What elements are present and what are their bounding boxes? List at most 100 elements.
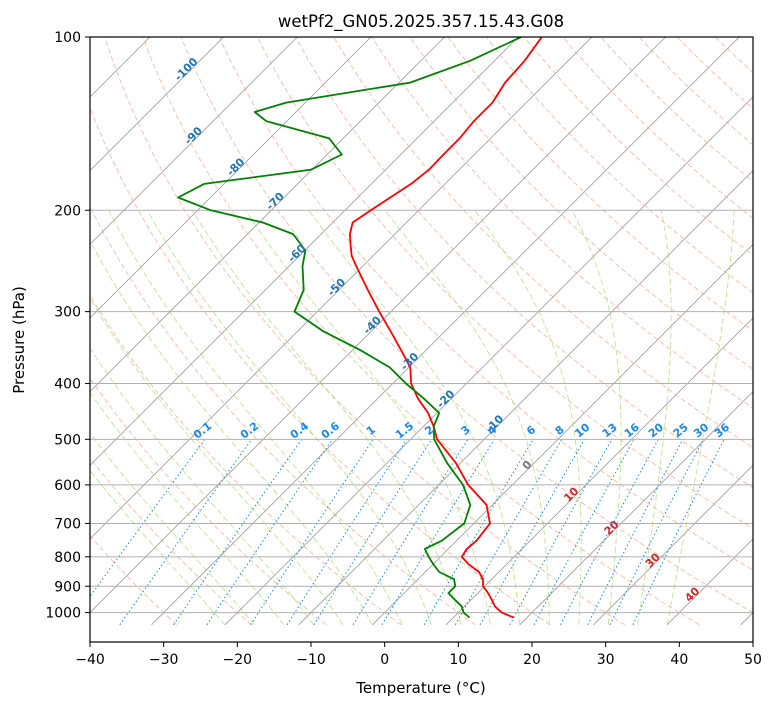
moist-adiabat-line <box>308 210 521 625</box>
moist-adiabat-line <box>245 210 491 625</box>
x-tick-label: 20 <box>523 652 541 668</box>
dewpoint-line <box>177 37 522 619</box>
isotherm-label: -40 <box>361 313 384 336</box>
dry-adiabat-line <box>600 37 753 182</box>
temperature-line <box>349 37 543 619</box>
isotherm-line <box>90 37 298 245</box>
dry-adiabat-line <box>333 37 753 449</box>
dry-adiabat-line <box>180 37 753 614</box>
y-tick-label: 800 <box>54 550 81 566</box>
mixing-ratio-label: 6 <box>524 423 538 438</box>
dry-adiabat-line <box>524 37 753 256</box>
mixing-ratio-label: 0.2 <box>238 419 261 441</box>
isotherm-line <box>519 391 753 626</box>
x-tick-label: 0 <box>380 652 389 668</box>
x-tick-label: 30 <box>597 652 615 668</box>
pressure-gridlines <box>90 37 753 614</box>
mixing-ratio-line <box>250 439 374 626</box>
dry-adiabat-line <box>104 37 626 626</box>
isotherm-line <box>90 37 372 319</box>
chart-title: wetPf2_GN05.2025.357.15.43.G08 <box>278 12 564 32</box>
isotherm-line <box>90 37 519 466</box>
moist-adiabat-line <box>384 210 550 625</box>
x-tick-label: −30 <box>149 652 179 668</box>
dry-adiabat-line <box>218 37 753 571</box>
mixing-ratio-label: 1 <box>364 423 378 438</box>
x-axis-title: Temperature (°C) <box>355 679 485 697</box>
mixing-ratio-label: 0.1 <box>191 419 214 441</box>
isotherm-line <box>445 317 753 626</box>
dry-adiabat-line <box>638 37 753 146</box>
isotherm-line <box>90 37 224 172</box>
isotherm-label: -60 <box>285 241 308 264</box>
isotherm-label: 10 <box>561 484 581 504</box>
isotherm-label: -100 <box>172 55 201 84</box>
dry-adiabat-line <box>90 294 401 626</box>
mixing-ratio-label: 3 <box>459 423 473 438</box>
x-tick-label: 40 <box>670 652 688 668</box>
x-tick-label: −20 <box>223 652 253 668</box>
dry-adiabat-line <box>142 37 700 626</box>
x-tick-label: 10 <box>449 652 467 668</box>
dry-adiabat-line <box>90 106 551 626</box>
isotherm-line <box>593 464 753 626</box>
dry-adiabat-line <box>371 37 753 409</box>
line-labels: 0.1 0.2 0.4 0.6 1 1.5 2 3 4 6 8 10 13 16 20 25 30 36-100-… <box>172 55 732 605</box>
y-tick-label: 300 <box>54 305 81 321</box>
dry-adiabat-line <box>90 457 252 626</box>
y-tick-label: 700 <box>54 516 81 532</box>
isotherm-line <box>151 37 740 626</box>
mixing-ratio-line <box>90 439 206 598</box>
isotherm-label: -50 <box>325 276 348 299</box>
isotherm-label: 40 <box>682 584 702 604</box>
mixing-ratio-label: 13 <box>600 421 620 441</box>
moist-adiabat-line <box>666 210 735 625</box>
isotherm-line <box>0 37 3 625</box>
mixing-ratio-line <box>173 439 303 626</box>
moist-adiabat-line <box>474 210 582 625</box>
mixing-ratio-label: 16 <box>622 420 642 440</box>
y-axis: 100 200 300 400 500 600 700 800 900 1000 <box>45 30 90 622</box>
mixing-ratio-line <box>609 439 704 626</box>
isotherm-line <box>90 37 593 540</box>
moist-adiabat-line <box>90 391 285 626</box>
dry-adiabat-line <box>676 37 753 110</box>
mixing-ratio-label: 0.6 <box>319 419 343 441</box>
mixing-ratio-label: 30 <box>691 420 711 440</box>
mixing-ratio-line <box>587 439 684 626</box>
isotherm-line <box>740 612 753 626</box>
y-tick-label: 500 <box>54 432 81 448</box>
moist-adiabat-line <box>90 297 344 626</box>
x-tick-label: 50 <box>744 652 762 668</box>
dry-adiabat-line <box>753 37 775 625</box>
dry-adiabat-line <box>295 37 753 489</box>
mixing-ratio-line <box>119 439 253 626</box>
background-lines <box>0 37 775 626</box>
mixing-ratio-label: 25 <box>671 421 691 441</box>
plot-frame <box>89 36 754 643</box>
dry-adiabat-line <box>409 37 753 370</box>
moist-adiabat-line <box>571 210 622 625</box>
isotherm-label: -30 <box>398 350 421 373</box>
moist-adiabat-line <box>108 210 403 625</box>
isotherm-label: -70 <box>264 190 287 213</box>
isotherm-line <box>90 37 666 614</box>
dry-adiabat-line <box>447 37 753 332</box>
moist-adiabat-line <box>192 210 462 625</box>
moist-adiabat-line <box>147 210 432 625</box>
mixing-ratio-label: 36 <box>712 420 732 440</box>
dry-adiabat-line <box>256 37 753 530</box>
mixing-ratio-label: 8 <box>553 423 567 438</box>
y-tick-label: 200 <box>54 203 81 219</box>
x-tick-label: −10 <box>296 652 326 668</box>
mixing-ratio-label: 1.5 <box>393 419 416 441</box>
sounding-series <box>177 37 543 619</box>
y-tick-label: 600 <box>54 478 81 494</box>
dry-adiabat-line <box>90 205 476 626</box>
y-tick-label: 1000 <box>45 606 81 622</box>
isotherm-label: -10 <box>483 412 506 435</box>
x-axis: −40 −30 −20 −10 0 10 20 30 40 50 <box>75 642 762 668</box>
mixing-ratio-line <box>206 439 333 626</box>
y-tick-label: 900 <box>54 579 81 595</box>
mixing-ratio-line <box>632 439 725 626</box>
